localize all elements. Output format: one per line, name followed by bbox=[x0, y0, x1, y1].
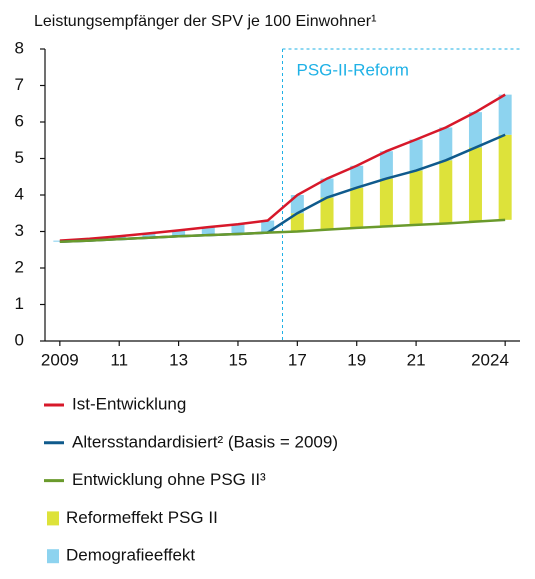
x-tick-label: 15 bbox=[229, 350, 248, 369]
bar bbox=[112, 236, 126, 240]
bar bbox=[320, 197, 334, 230]
legend-label: Altersstandardisiert² (Basis = 2009) bbox=[72, 432, 338, 451]
line-series bbox=[59, 93, 506, 242]
bar bbox=[409, 139, 423, 171]
bar bbox=[439, 160, 453, 224]
x-tick-label: 13 bbox=[169, 350, 188, 369]
legend-label: Ist-Entwicklung bbox=[72, 394, 186, 413]
bar bbox=[379, 151, 393, 179]
legend-label: Reformeffekt PSG II bbox=[66, 508, 218, 527]
bar bbox=[142, 233, 156, 238]
bar bbox=[350, 187, 364, 228]
y-tick-label: 0 bbox=[15, 330, 24, 349]
legend-label: Demografieeffekt bbox=[66, 546, 195, 565]
x-tick-label: 17 bbox=[288, 350, 307, 369]
y-tick-label: 8 bbox=[15, 38, 24, 57]
annotation-label: PSG-II-Reform bbox=[297, 60, 409, 79]
bar bbox=[439, 127, 453, 161]
bar bbox=[201, 227, 215, 236]
bar bbox=[231, 224, 245, 235]
chart-title: Leistungsempfänger der SPV je 100 Einwoh… bbox=[34, 13, 376, 30]
line-series bbox=[59, 218, 506, 243]
bar bbox=[350, 165, 364, 188]
y-tick-label: 5 bbox=[15, 148, 24, 167]
y-tick-label: 4 bbox=[15, 184, 24, 203]
legend-swatch bbox=[47, 549, 59, 564]
bar bbox=[379, 178, 393, 227]
x-tick-label: 19 bbox=[347, 350, 366, 369]
y-tick-label: 7 bbox=[15, 75, 24, 94]
legend-swatch bbox=[47, 511, 59, 526]
y-tick-label: 6 bbox=[15, 111, 24, 130]
x-tick-label: 2024 bbox=[471, 350, 509, 369]
bar bbox=[498, 134, 512, 220]
x-tick-label: 11 bbox=[110, 350, 128, 369]
bar bbox=[468, 112, 482, 148]
bar bbox=[172, 230, 186, 237]
bar bbox=[468, 147, 482, 222]
y-tick-label: 3 bbox=[15, 221, 24, 240]
bar bbox=[290, 195, 304, 214]
legend-label: Entwicklung ohne PSG II³ bbox=[72, 470, 266, 489]
bar bbox=[290, 213, 304, 232]
y-tick-label: 1 bbox=[15, 294, 24, 313]
x-tick-label: 21 bbox=[407, 350, 426, 369]
bar bbox=[498, 94, 512, 135]
bar bbox=[409, 170, 423, 225]
bar bbox=[320, 178, 334, 198]
x-tick-label: 2009 bbox=[41, 350, 79, 369]
y-tick-label: 2 bbox=[15, 257, 24, 276]
